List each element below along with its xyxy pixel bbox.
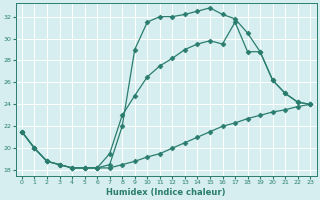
X-axis label: Humidex (Indice chaleur): Humidex (Indice chaleur)	[106, 188, 226, 197]
